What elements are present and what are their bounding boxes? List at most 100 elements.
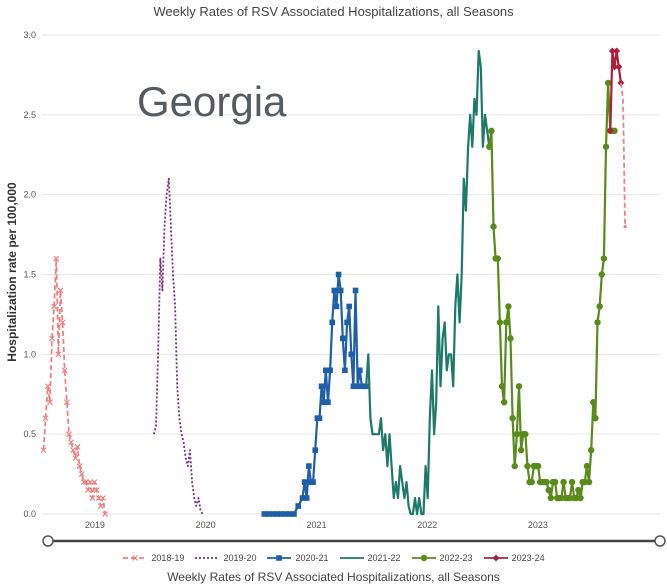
data-point [492, 554, 500, 562]
data-point [274, 511, 280, 517]
data-point [602, 143, 610, 150]
x-tick-label: 2023 [528, 520, 548, 530]
series-2018-19 [40, 255, 108, 517]
legend-label: 2022-23 [439, 553, 473, 563]
data-point [488, 127, 495, 134]
data-point [70, 447, 77, 454]
legend-item[interactable]: 2023-24 [483, 553, 545, 563]
y-axis-label: Hospitalization rate per 100,000 [5, 182, 19, 362]
data-point [282, 511, 289, 517]
data-point [301, 479, 308, 485]
legend-item[interactable]: 2022-23 [411, 553, 473, 563]
data-point [286, 511, 293, 517]
data-point [327, 367, 333, 374]
legend-swatch [267, 555, 292, 561]
legend-item[interactable]: 2018-19 [122, 553, 184, 563]
data-point [606, 127, 614, 135]
data-point [295, 503, 302, 509]
y-tick-label: 1.0 [23, 349, 36, 359]
legend-label: 2021-22 [367, 553, 401, 563]
range-handle-left[interactable] [42, 535, 54, 547]
series-line [488, 81, 615, 500]
series-line [264, 273, 367, 516]
y-tick-label: 0.0 [23, 509, 36, 519]
data-point [85, 487, 92, 493]
y-tick-label: 3.0 [23, 30, 36, 40]
series-line [42, 257, 106, 515]
data-point [356, 367, 363, 374]
series-2019-20 [153, 177, 204, 515]
data-point [93, 487, 100, 493]
data-point [340, 335, 346, 342]
data-point [318, 383, 325, 390]
data-point [269, 511, 276, 517]
data-point [560, 478, 567, 486]
data-point [505, 303, 512, 310]
data-point [623, 225, 627, 229]
data-point [509, 415, 516, 422]
data-point [132, 555, 139, 561]
data-point [68, 439, 75, 446]
data-point [261, 511, 268, 517]
legend-label: 2018-19 [151, 553, 185, 563]
data-point [507, 335, 514, 342]
legend-swatch [123, 555, 148, 561]
data-point [312, 447, 319, 453]
series-2023-24-preliminary- [620, 82, 627, 229]
series-line [153, 177, 204, 515]
data-point [83, 479, 89, 485]
data-point [44, 383, 51, 390]
y-tick-label: 2.5 [23, 110, 36, 120]
data-point [547, 494, 555, 502]
data-point [306, 463, 312, 469]
legend-swatch [339, 557, 364, 559]
data-point [299, 495, 306, 501]
data-point [598, 271, 605, 278]
data-point [511, 462, 518, 470]
data-point [61, 367, 68, 374]
data-point [66, 431, 72, 438]
data-point [583, 462, 591, 470]
data-point [500, 399, 508, 406]
data-point [40, 447, 47, 454]
data-point [325, 399, 331, 406]
series-lines [40, 47, 627, 517]
data-point [57, 287, 64, 294]
data-point [590, 399, 597, 406]
legend-label: 2020-21 [295, 553, 329, 563]
legend-item[interactable]: 2019-20 [194, 553, 256, 563]
series-2021-22 [365, 49, 491, 516]
data-point [74, 444, 81, 450]
axis-ticks: 0.0 0.5 1.0 1.5 2.0 2.5 3.0 2019 2020 2021 2022 202… [23, 30, 547, 530]
series-2020-21 [261, 271, 369, 517]
data-point [310, 479, 316, 485]
data-point [604, 79, 612, 87]
data-point [323, 367, 329, 374]
data-point [545, 486, 552, 494]
data-point [420, 554, 427, 562]
legend-item[interactable]: 2020-21 [266, 553, 329, 563]
time-range-scrollbar[interactable] [42, 535, 666, 547]
data-point [577, 494, 584, 502]
data-point [587, 446, 595, 454]
data-point [303, 495, 310, 501]
legend-swatch [195, 557, 220, 559]
data-point [551, 478, 559, 486]
series-line [609, 49, 622, 131]
data-point [517, 446, 525, 454]
data-point [617, 79, 625, 87]
range-handle-right[interactable] [654, 535, 666, 547]
data-point [42, 415, 49, 422]
data-point [331, 287, 338, 294]
data-point [503, 319, 510, 326]
y-tick-label: 0.5 [23, 429, 36, 439]
data-point [95, 495, 102, 501]
legend-item[interactable]: 2021-22 [339, 553, 401, 563]
data-point [100, 495, 106, 501]
data-point [352, 287, 359, 294]
x-tick-label: 2021 [307, 520, 327, 530]
data-point [575, 486, 582, 494]
legend-label: 2023-24 [511, 553, 545, 563]
data-point [596, 303, 603, 310]
data-point [354, 383, 361, 390]
